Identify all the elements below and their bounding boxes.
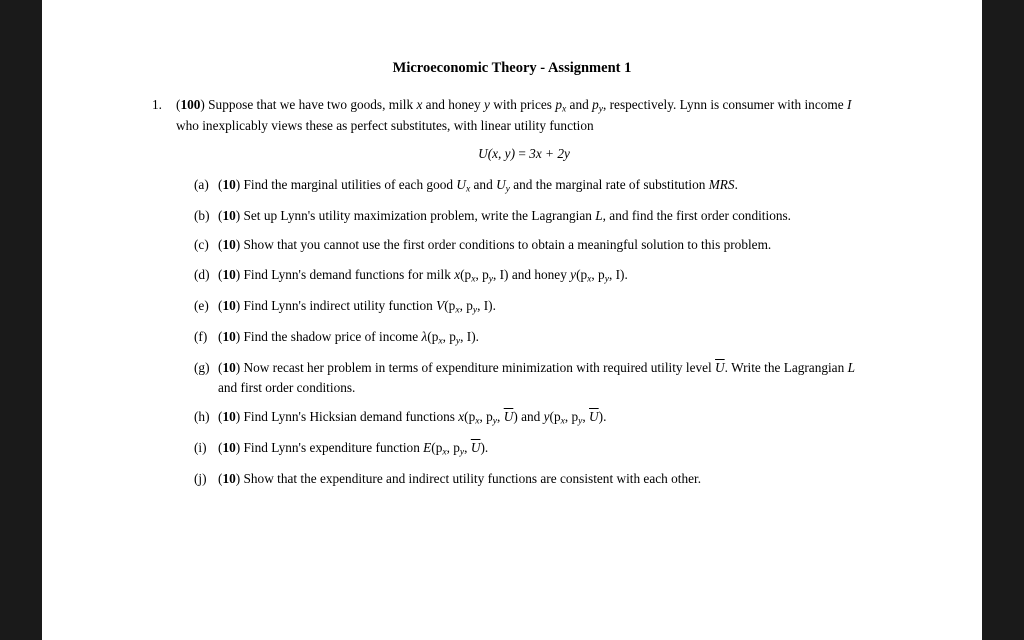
sub-label: (f) [194,327,218,348]
question-1: 1. (100) Suppose that we have two goods,… [152,95,872,489]
sub-label: (d) [194,265,218,286]
sub-body: (10) Find the shadow price of income λ(p… [218,327,872,348]
sub-label: (j) [194,469,218,488]
sub-question-f: (f) (10) Find the shadow price of income… [194,327,872,348]
sub-body: (10) Show that you cannot use the first … [218,235,872,254]
sub-label: (b) [194,206,218,225]
sub-body: (10) Find the marginal utilities of each… [218,175,872,196]
sub-label: (c) [194,235,218,254]
sub-question-g: (g) (10) Now recast her problem in terms… [194,358,872,397]
utility-equation: U(x, y) = 3x + 2y [176,144,872,163]
sub-label: (e) [194,296,218,317]
sub-question-b: (b) (10) Set up Lynn's utility maximizat… [194,206,872,225]
sub-question-d: (d) (10) Find Lynn's demand functions fo… [194,265,872,286]
sub-body: (10) Find Lynn's demand functions for mi… [218,265,872,286]
sub-label: (g) [194,358,218,397]
page: Microeconomic Theory - Assignment 1 1. (… [42,0,982,640]
question-body: (100) Suppose that we have two goods, mi… [176,95,872,489]
question-intro: (100) Suppose that we have two goods, mi… [176,97,851,133]
sub-body: (10) Find Lynn's Hicksian demand functio… [218,407,872,428]
sub-body: (10) Now recast her problem in terms of … [218,358,872,397]
sub-body: (10) Find Lynn's indirect utility functi… [218,296,872,317]
sub-body: (10) Show that the expenditure and indir… [218,469,872,488]
sub-label: (a) [194,175,218,196]
sub-body: (10) Set up Lynn's utility maximization … [218,206,872,225]
sub-question-e: (e) (10) Find Lynn's indirect utility fu… [194,296,872,317]
sub-question-list: (a) (10) Find the marginal utilities of … [194,175,872,489]
viewport: Microeconomic Theory - Assignment 1 1. (… [0,0,1024,640]
document-title: Microeconomic Theory - Assignment 1 [152,58,872,79]
question-number: 1. [152,95,176,489]
sub-question-a: (a) (10) Find the marginal utilities of … [194,175,872,196]
sub-question-c: (c) (10) Show that you cannot use the fi… [194,235,872,254]
sub-body: (10) Find Lynn's expenditure function E(… [218,438,872,459]
sub-label: (h) [194,407,218,428]
sub-label: (i) [194,438,218,459]
sub-question-h: (h) (10) Find Lynn's Hicksian demand fun… [194,407,872,428]
sub-question-i: (i) (10) Find Lynn's expenditure functio… [194,438,872,459]
sub-question-j: (j) (10) Show that the expenditure and i… [194,469,872,488]
